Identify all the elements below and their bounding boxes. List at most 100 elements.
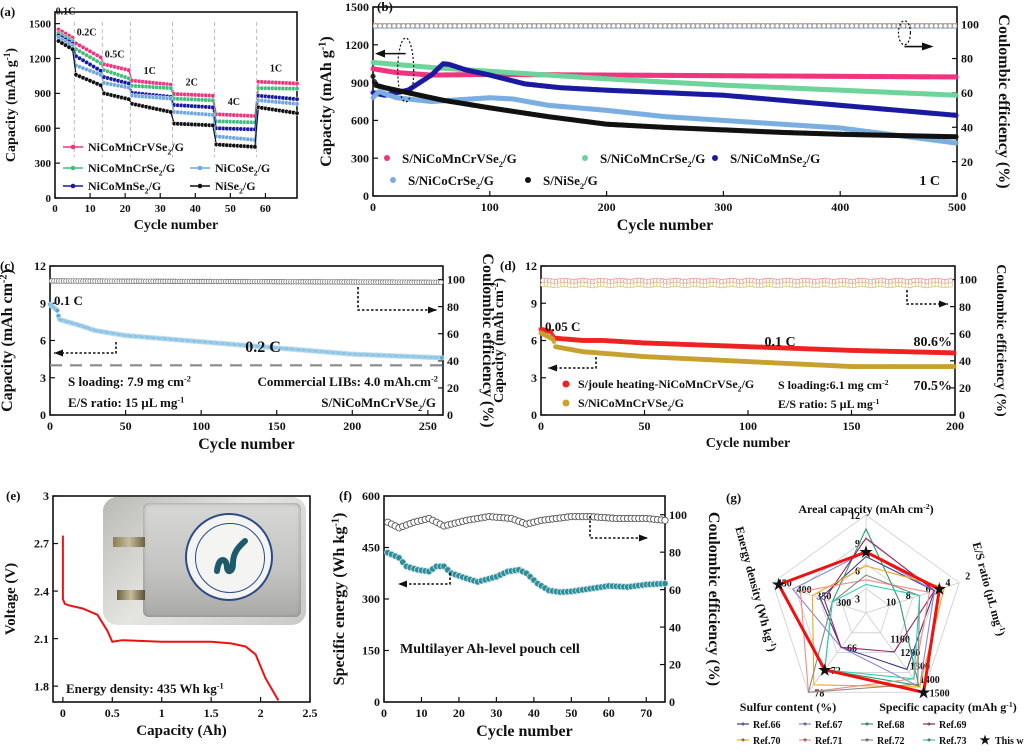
data-point <box>704 23 710 29</box>
x-tick-label: 40 <box>190 203 202 215</box>
x-tick-label: 0.5 <box>105 706 120 720</box>
legend-marker <box>562 380 570 388</box>
data-point <box>793 23 799 29</box>
data-point <box>751 23 757 29</box>
data-point <box>858 23 864 29</box>
seal-logo-icon <box>213 537 249 577</box>
data-point <box>723 23 729 29</box>
pouch-cell-photo <box>103 497 306 625</box>
legend-marker <box>70 165 76 171</box>
x-tick-label: 0 <box>370 200 376 214</box>
data-point <box>821 23 827 29</box>
x-tick-label: 100 <box>739 419 757 433</box>
radar-tick-label: 300 <box>836 598 851 609</box>
legend-marker: ★ <box>980 733 991 747</box>
x-tick-label: 1.5 <box>204 706 219 720</box>
y-tick-label: 2.7 <box>34 537 49 551</box>
x-tick-label: 0 <box>47 419 53 433</box>
panel-label: (g) <box>726 490 741 505</box>
data-point <box>774 23 780 29</box>
legend-marker: + <box>865 736 870 745</box>
x-tick-label: 150 <box>268 419 286 433</box>
data-point <box>294 101 300 107</box>
y-tick-label: 300 <box>362 592 380 606</box>
data-point <box>414 23 420 29</box>
y2-tick-label: 60 <box>669 583 681 597</box>
data-point <box>953 112 959 118</box>
data-point <box>370 73 376 79</box>
data-point <box>531 23 537 29</box>
data-point <box>881 23 888 29</box>
legend-marker: + <box>927 720 932 729</box>
data-point <box>452 23 458 29</box>
data-point <box>661 579 669 588</box>
data-point <box>639 23 645 29</box>
y-tick-label: 12 <box>525 259 537 273</box>
data-point <box>657 23 663 29</box>
panel-label: (f) <box>339 488 352 503</box>
data-point <box>517 23 523 29</box>
y2-tick-label: 80 <box>959 300 971 314</box>
data-point <box>849 23 855 29</box>
data-point <box>951 350 957 356</box>
y-axis-label: Specific energy (Wh kg-1​) <box>330 513 348 686</box>
data-point <box>713 23 719 29</box>
data-point <box>606 23 612 29</box>
legend-marker <box>197 165 203 171</box>
y2-tick-label: 100 <box>959 273 977 287</box>
data-point <box>853 23 860 29</box>
y-tick-label: 600 <box>35 123 52 135</box>
legend-marker <box>197 183 203 189</box>
y2-axis-label: Coulombic efficiency (%) <box>705 512 722 686</box>
rate-label: 0.1 C <box>54 293 83 308</box>
y-tick-label: 1500 <box>345 0 369 14</box>
legend-label: S/NiCoMnCrVSe2​/G <box>578 396 684 413</box>
x-tick-label: 20 <box>453 706 465 720</box>
legend-label: NiCoSe2​/G <box>215 161 270 178</box>
ce-axis-arrow <box>357 287 437 311</box>
data-point <box>554 23 561 29</box>
x-axis-label: Cycle number <box>617 217 713 234</box>
y-tick-label: 3 <box>531 371 537 385</box>
data-point <box>559 23 565 29</box>
y-tick-label: 300 <box>35 158 52 170</box>
rate-label: 0.05 C <box>545 319 580 334</box>
data-point <box>779 23 785 29</box>
data-point <box>503 23 509 29</box>
y2-tick-label: 80 <box>961 52 973 66</box>
legend-label: Ref.73 <box>939 736 967 747</box>
x-tick-label: 50 <box>225 203 237 215</box>
data-point <box>386 23 392 29</box>
data-point <box>769 23 776 29</box>
laboratory-seal <box>185 513 273 601</box>
data-point <box>489 23 495 29</box>
y-tick-label: 1200 <box>29 53 52 65</box>
data-point <box>661 516 669 524</box>
legend-marker: + <box>741 736 746 745</box>
y-tick-label: 0 <box>363 189 369 203</box>
y2-tick-label: 100 <box>447 273 465 287</box>
data-point <box>634 23 640 29</box>
data-point <box>746 23 752 29</box>
data-point <box>629 23 635 29</box>
legend-label: Ref.66 <box>753 720 781 731</box>
data-point <box>456 23 463 29</box>
ce-points <box>372 23 958 29</box>
data-point <box>699 23 705 29</box>
data-point <box>439 355 445 361</box>
data-point <box>410 23 416 29</box>
loading-annotation: S loading:6.1 mg cm-2​ <box>778 378 889 392</box>
data-point <box>891 23 897 29</box>
legend-label: Ref.72 <box>877 736 905 747</box>
x-axis-label: Cycle number <box>198 436 294 453</box>
x-tick-label: 40 <box>528 706 540 720</box>
data-point <box>900 23 906 29</box>
data-point <box>442 23 449 29</box>
y2-tick-label: 20 <box>961 155 973 169</box>
data-point <box>863 23 869 29</box>
tab-bottom <box>117 590 145 600</box>
data-point <box>732 23 738 29</box>
ce-points <box>540 281 954 289</box>
retention-label: 70.5% <box>914 379 953 394</box>
data-point <box>830 23 836 29</box>
